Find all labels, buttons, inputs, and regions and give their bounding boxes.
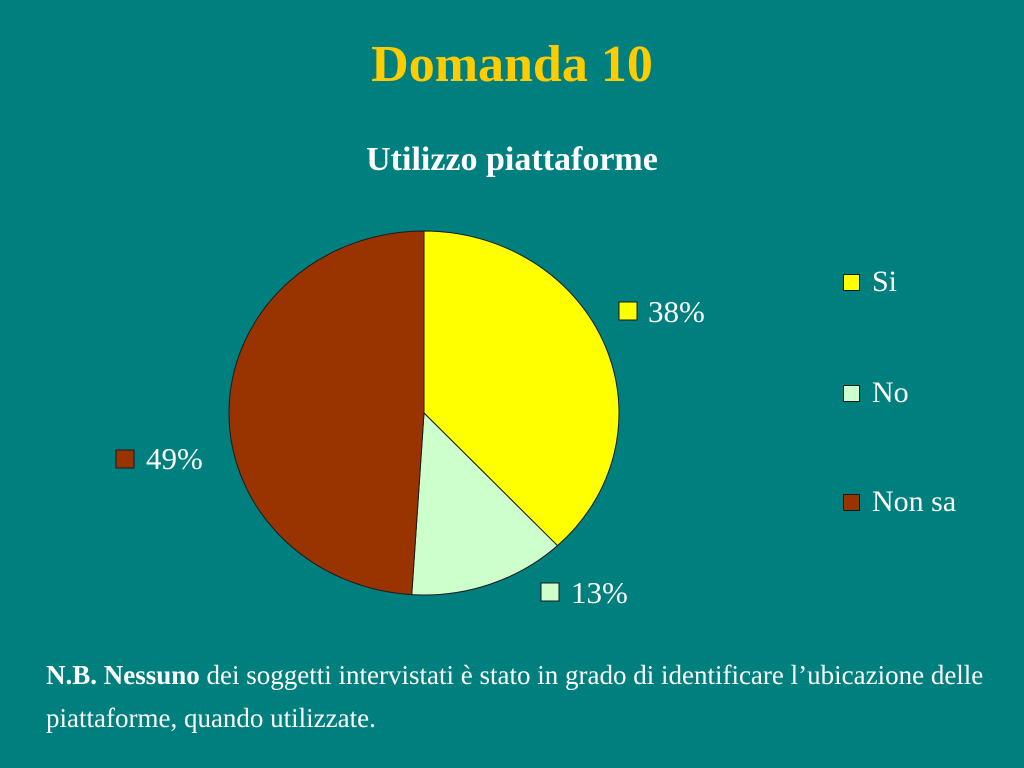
legend-label-si: Si (872, 265, 898, 298)
slide-title: Domanda 10 (371, 36, 653, 93)
data-label-no: 13% (571, 575, 628, 610)
data-label-si: 38% (648, 294, 705, 329)
pie-slice-si (423, 230, 620, 547)
legend-swatch-si (843, 273, 860, 291)
legend-swatch-non-sa (843, 493, 860, 511)
footnote-lead: N.B. Nessuno (46, 660, 200, 690)
legend-swatch-no (843, 384, 860, 402)
chart-title: Utilizzo piattaforme (366, 141, 658, 178)
data-label-non-sa: 49% (146, 441, 203, 476)
data-label-swatch-non-sa (115, 449, 135, 469)
legend-item-si: Si (843, 262, 897, 302)
pie-slice-non-sa (228, 230, 425, 596)
footnote-text: dei soggetti intervistati è stato in gra… (46, 660, 984, 733)
footnote: N.B. Nessuno dei soggetti intervistati è… (46, 654, 996, 740)
data-label-swatch-no (540, 582, 560, 602)
legend-item-no: No (843, 373, 909, 413)
pie-slice-no (411, 411, 559, 596)
legend-label-no: No (872, 376, 909, 409)
data-label-swatch-si (618, 301, 638, 321)
legend-label-non-sa: Non sa (872, 485, 957, 518)
legend-item-non-sa: Non sa (843, 482, 956, 522)
